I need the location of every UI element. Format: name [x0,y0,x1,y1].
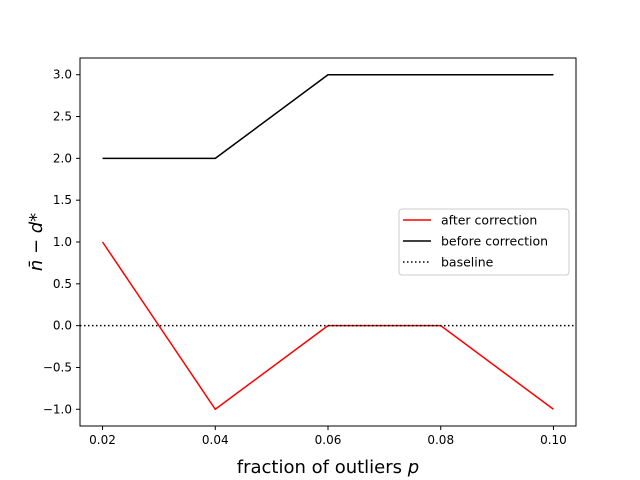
y-axis-label: n̄ − d* [26,213,47,271]
x-tick-label: 0.06 [315,433,342,447]
legend: after correction before correction baselin… [398,208,570,276]
y-tick-label: −1.0 [43,402,72,416]
x-tick-label: 0.02 [89,433,116,447]
x-axis-label-variable: p [407,457,419,478]
x-tick-label: 0.10 [540,433,567,447]
legend-label-baseline: baseline [441,255,494,270]
y-tick-label: 2.5 [53,110,72,124]
x-axis-ticks: 0.02 0.04 0.06 0.08 0.10 [89,426,567,447]
y-tick-label: 0.0 [53,319,72,333]
y-tick-label: 1.0 [53,235,72,249]
y-tick-label: 1.5 [53,193,72,207]
legend-items: after correction before correction baselin… [403,213,548,270]
legend-box [398,208,570,276]
legend-label-before-correction: before correction [441,234,548,249]
series-layer [80,73,576,411]
y-tick-label: 0.5 [53,277,72,291]
series-line-before-correction [102,73,554,160]
legend-label-after-correction: after correction [441,213,537,228]
x-tick-label: 0.08 [427,433,454,447]
x-tick-label: 0.04 [202,433,229,447]
plot-frame [79,57,577,427]
y-tick-label: −0.5 [43,360,72,374]
y-tick-label: 3.0 [53,68,72,82]
y-tick-label: 2.0 [53,151,72,165]
x-axis-label-text: fraction of outliers [237,457,402,478]
y-axis-ticks: −1.0 −0.5 0.0 0.5 1.0 1.5 2.0 2.5 3.0 [43,68,80,416]
x-axis-label: fraction of outliers p [237,457,419,478]
